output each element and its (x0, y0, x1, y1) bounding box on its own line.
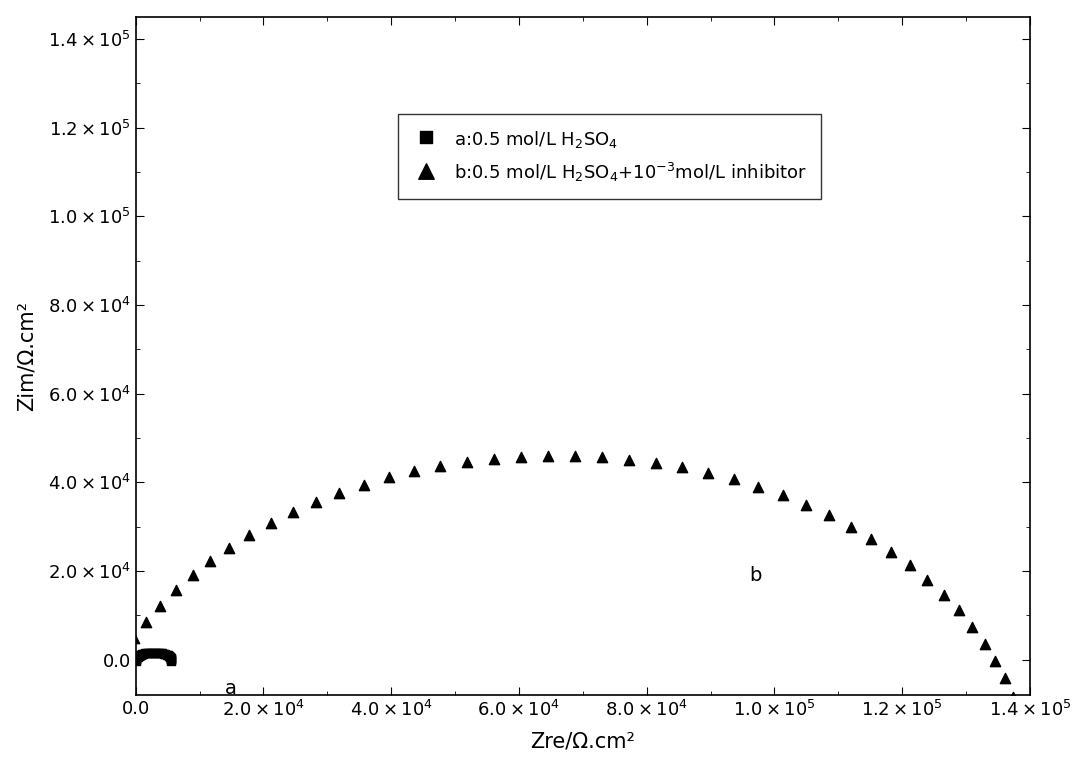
b:0.5 mol/L H$_2$SO$_4$+10$^{-3}$mol/L inhibitor (138, 616, 156, 628)
b:0.5 mol/L H$_2$SO$_4$+10$^{-3}$mol/L inhibitor (406, 465, 423, 477)
b:0.5 mol/L H$_2$SO$_4$+10$^{-3}$mol/L inhibitor (485, 452, 503, 465)
Y-axis label: Zim/Ω.cm²: Zim/Ω.cm² (16, 301, 37, 411)
b:0.5 mol/L H$_2$SO$_4$+10$^{-3}$mol/L inhibitor (355, 478, 372, 491)
a:0.5 mol/L H$_2$SO$_4$ (153, 647, 171, 660)
a:0.5 mol/L H$_2$SO$_4$ (136, 647, 153, 660)
a:0.5 mol/L H$_2$SO$_4$ (162, 654, 180, 667)
b:0.5 mol/L H$_2$SO$_4$+10$^{-3}$mol/L inhibitor (76, 759, 94, 768)
a:0.5 mol/L H$_2$SO$_4$ (159, 649, 176, 661)
b:0.5 mol/L H$_2$SO$_4$+10$^{-3}$mol/L inhibitor (647, 457, 665, 469)
a:0.5 mol/L H$_2$SO$_4$ (133, 648, 150, 660)
b:0.5 mol/L H$_2$SO$_4$+10$^{-3}$mol/L inhibitor (964, 621, 981, 633)
b:0.5 mol/L H$_2$SO$_4$+10$^{-3}$mol/L inhibitor (432, 460, 449, 472)
b:0.5 mol/L H$_2$SO$_4$+10$^{-3}$mol/L inhibitor (96, 685, 113, 697)
b:0.5 mol/L H$_2$SO$_4$+10$^{-3}$mol/L inhibitor (151, 600, 169, 612)
a:0.5 mol/L H$_2$SO$_4$ (148, 647, 165, 659)
b:0.5 mol/L H$_2$SO$_4$+10$^{-3}$mol/L inhibitor (798, 498, 815, 511)
a:0.5 mol/L H$_2$SO$_4$ (156, 647, 173, 660)
a:0.5 mol/L H$_2$SO$_4$ (160, 650, 177, 662)
a:0.5 mol/L H$_2$SO$_4$ (163, 654, 181, 667)
a:0.5 mol/L H$_2$SO$_4$ (138, 647, 156, 659)
a:0.5 mol/L H$_2$SO$_4$ (127, 653, 145, 665)
a:0.5 mol/L H$_2$SO$_4$ (141, 647, 159, 659)
b:0.5 mol/L H$_2$SO$_4$+10$^{-3}$mol/L inhibitor (566, 450, 583, 462)
b:0.5 mol/L H$_2$SO$_4$+10$^{-3}$mol/L inhibitor (700, 467, 717, 479)
b:0.5 mol/L H$_2$SO$_4$+10$^{-3}$mol/L inhibitor (750, 481, 767, 493)
b:0.5 mol/L H$_2$SO$_4$+10$^{-3}$mol/L inhibitor (987, 654, 1004, 667)
Text: b: b (749, 566, 762, 585)
b:0.5 mol/L H$_2$SO$_4$+10$^{-3}$mol/L inhibitor (113, 650, 131, 662)
a:0.5 mol/L H$_2$SO$_4$ (127, 654, 145, 667)
b:0.5 mol/L H$_2$SO$_4$+10$^{-3}$mol/L inhibitor (620, 453, 638, 465)
a:0.5 mol/L H$_2$SO$_4$ (135, 647, 152, 660)
a:0.5 mol/L H$_2$SO$_4$ (128, 651, 146, 664)
b:0.5 mol/L H$_2$SO$_4$+10$^{-3}$mol/L inhibitor (284, 506, 301, 518)
b:0.5 mol/L H$_2$SO$_4$+10$^{-3}$mol/L inhibitor (458, 455, 475, 468)
b:0.5 mol/L H$_2$SO$_4$+10$^{-3}$mol/L inhibitor (950, 604, 967, 617)
b:0.5 mol/L H$_2$SO$_4$+10$^{-3}$mol/L inhibitor (918, 574, 936, 586)
a:0.5 mol/L H$_2$SO$_4$ (161, 650, 178, 663)
a:0.5 mol/L H$_2$SO$_4$ (152, 647, 170, 659)
a:0.5 mol/L H$_2$SO$_4$ (162, 652, 180, 664)
b:0.5 mol/L H$_2$SO$_4$+10$^{-3}$mol/L inhibitor (1015, 727, 1033, 740)
b:0.5 mol/L H$_2$SO$_4$+10$^{-3}$mol/L inhibitor (997, 672, 1014, 684)
b:0.5 mol/L H$_2$SO$_4$+10$^{-3}$mol/L inhibitor (593, 451, 610, 463)
a:0.5 mol/L H$_2$SO$_4$ (145, 647, 162, 659)
b:0.5 mol/L H$_2$SO$_4$+10$^{-3}$mol/L inhibitor (168, 584, 185, 596)
b:0.5 mol/L H$_2$SO$_4$+10$^{-3}$mol/L inhibitor (935, 588, 952, 601)
a:0.5 mol/L H$_2$SO$_4$ (128, 650, 146, 663)
a:0.5 mol/L H$_2$SO$_4$ (132, 649, 149, 661)
b:0.5 mol/L H$_2$SO$_4$+10$^{-3}$mol/L inhibitor (882, 545, 900, 558)
b:0.5 mol/L H$_2$SO$_4$+10$^{-3}$mol/L inhibitor (673, 462, 691, 474)
a:0.5 mol/L H$_2$SO$_4$ (144, 647, 161, 659)
b:0.5 mol/L H$_2$SO$_4$+10$^{-3}$mol/L inhibitor (1021, 765, 1038, 768)
b:0.5 mol/L H$_2$SO$_4$+10$^{-3}$mol/L inhibitor (725, 473, 742, 485)
b:0.5 mol/L H$_2$SO$_4$+10$^{-3}$mol/L inhibitor (842, 521, 860, 533)
a:0.5 mol/L H$_2$SO$_4$ (158, 649, 175, 661)
b:0.5 mol/L H$_2$SO$_4$+10$^{-3}$mol/L inhibitor (976, 637, 993, 650)
b:0.5 mol/L H$_2$SO$_4$+10$^{-3}$mol/L inhibitor (125, 632, 143, 644)
b:0.5 mol/L H$_2$SO$_4$+10$^{-3}$mol/L inhibitor (863, 532, 880, 545)
b:0.5 mol/L H$_2$SO$_4$+10$^{-3}$mol/L inhibitor (512, 451, 530, 463)
b:0.5 mol/L H$_2$SO$_4$+10$^{-3}$mol/L inhibitor (103, 667, 121, 679)
b:0.5 mol/L H$_2$SO$_4$+10$^{-3}$mol/L inhibitor (901, 559, 918, 571)
a:0.5 mol/L H$_2$SO$_4$ (127, 654, 145, 666)
a:0.5 mol/L H$_2$SO$_4$ (129, 650, 147, 662)
Legend: a:0.5 mol/L H$_2$SO$_4$, b:0.5 mol/L H$_2$SO$_4$+10$^{-3}$mol/L inhibitor: a:0.5 mol/L H$_2$SO$_4$, b:0.5 mol/L H$_… (398, 114, 821, 199)
b:0.5 mol/L H$_2$SO$_4$+10$^{-3}$mol/L inhibitor (380, 472, 397, 484)
a:0.5 mol/L H$_2$SO$_4$ (131, 649, 148, 661)
a:0.5 mol/L H$_2$SO$_4$ (162, 651, 180, 664)
b:0.5 mol/L H$_2$SO$_4$+10$^{-3}$mol/L inhibitor (88, 703, 106, 715)
b:0.5 mol/L H$_2$SO$_4$+10$^{-3}$mol/L inhibitor (307, 496, 324, 508)
a:0.5 mol/L H$_2$SO$_4$ (139, 647, 157, 659)
b:0.5 mol/L H$_2$SO$_4$+10$^{-3}$mol/L inhibitor (774, 489, 791, 502)
b:0.5 mol/L H$_2$SO$_4$+10$^{-3}$mol/L inhibitor (201, 555, 219, 568)
a:0.5 mol/L H$_2$SO$_4$ (162, 653, 180, 665)
b:0.5 mol/L H$_2$SO$_4$+10$^{-3}$mol/L inhibitor (540, 450, 557, 462)
b:0.5 mol/L H$_2$SO$_4$+10$^{-3}$mol/L inhibitor (83, 722, 100, 734)
a:0.5 mol/L H$_2$SO$_4$ (127, 652, 145, 664)
b:0.5 mol/L H$_2$SO$_4$+10$^{-3}$mol/L inhibitor (1019, 746, 1037, 758)
b:0.5 mol/L H$_2$SO$_4$+10$^{-3}$mol/L inhibitor (184, 569, 201, 581)
b:0.5 mol/L H$_2$SO$_4$+10$^{-3}$mol/L inhibitor (331, 487, 348, 499)
b:0.5 mol/L H$_2$SO$_4$+10$^{-3}$mol/L inhibitor (1011, 709, 1028, 721)
b:0.5 mol/L H$_2$SO$_4$+10$^{-3}$mol/L inhibitor (79, 740, 97, 753)
b:0.5 mol/L H$_2$SO$_4$+10$^{-3}$mol/L inhibitor (262, 517, 280, 529)
b:0.5 mol/L H$_2$SO$_4$+10$^{-3}$mol/L inhibitor (820, 509, 838, 521)
a:0.5 mol/L H$_2$SO$_4$ (157, 648, 174, 660)
b:0.5 mol/L H$_2$SO$_4$+10$^{-3}$mol/L inhibitor (240, 528, 258, 541)
a:0.5 mol/L H$_2$SO$_4$ (127, 654, 145, 667)
b:0.5 mol/L H$_2$SO$_4$+10$^{-3}$mol/L inhibitor (221, 541, 238, 554)
b:0.5 mol/L H$_2$SO$_4$+10$^{-3}$mol/L inhibitor (1004, 690, 1022, 703)
a:0.5 mol/L H$_2$SO$_4$ (147, 647, 164, 659)
a:0.5 mol/L H$_2$SO$_4$ (150, 647, 168, 659)
Text: a: a (225, 679, 237, 698)
X-axis label: Zre/Ω.cm²: Zre/Ω.cm² (530, 731, 635, 751)
a:0.5 mol/L H$_2$SO$_4$ (163, 654, 181, 666)
